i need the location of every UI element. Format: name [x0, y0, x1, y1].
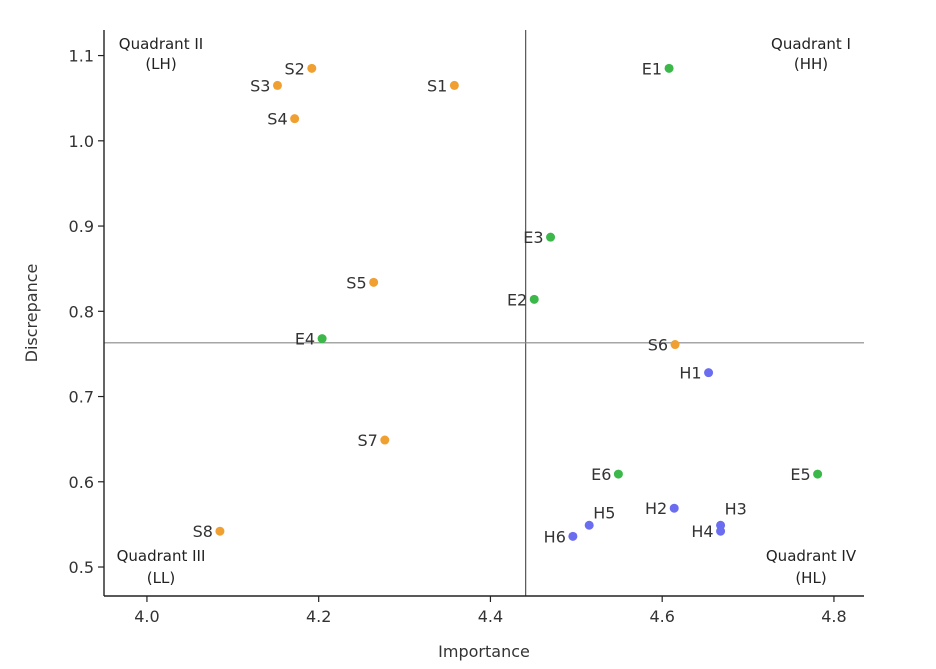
data-point-s7	[380, 435, 390, 445]
y-axis-title: Discrepance	[22, 264, 41, 363]
data-point-h5	[584, 520, 594, 530]
point-label-s1: S1	[427, 76, 447, 95]
axes	[103, 30, 864, 597]
quadrant-label-code: (HH)	[794, 55, 828, 73]
point-label-s8: S8	[193, 522, 213, 541]
data-point-s5	[369, 277, 379, 287]
data-point-s4	[290, 114, 300, 124]
data-point-s8	[215, 526, 225, 536]
data-points	[215, 63, 823, 541]
data-point-e1	[664, 63, 674, 73]
y-tick-label: 1.0	[69, 132, 94, 151]
quadrant-label-name: Quadrant I	[771, 35, 851, 53]
point-label-s3: S3	[250, 76, 270, 95]
quadrant-label-code: (LH)	[145, 55, 176, 73]
y-tick-label: 0.9	[69, 217, 94, 236]
point-label-e6: E6	[591, 465, 611, 484]
point-label-h2: H2	[645, 499, 667, 518]
y-ticks: 0.5 0.6 0.7 0.8 0.9 1.0 1.1	[69, 47, 104, 577]
data-point-e6	[613, 469, 623, 479]
point-label-h3: H3	[725, 499, 747, 518]
data-point-e3	[546, 232, 556, 242]
point-labels: S1 S2 S3 S4 S5 S6 S7 S8 E1 E2 E3 E4 E5 E6 H1 H2 H3 H4 H5 H6	[193, 59, 811, 546]
point-label-h6: H6	[544, 527, 566, 546]
point-label-h1: H1	[679, 364, 701, 383]
x-tick-label: 4.0	[134, 607, 159, 626]
point-label-e4: E4	[295, 330, 315, 349]
data-point-e2	[529, 294, 539, 304]
x-tick-label: 4.6	[649, 607, 674, 626]
point-label-e5: E5	[790, 465, 810, 484]
point-label-e1: E1	[642, 59, 662, 78]
x-ticks: 4.0 4.2 4.4 4.6 4.8	[134, 596, 847, 626]
quadrant-label-name: Quadrant II	[119, 35, 203, 53]
quadrant-label-name: Quadrant III	[117, 547, 206, 565]
x-tick-label: 4.4	[478, 607, 503, 626]
x-tick-label: 4.2	[306, 607, 331, 626]
data-point-h4	[716, 526, 726, 536]
data-point-s3	[272, 80, 282, 90]
point-label-s5: S5	[346, 273, 366, 292]
x-tick-label: 4.8	[821, 607, 846, 626]
point-label-s4: S4	[267, 110, 287, 129]
data-point-e5	[813, 469, 823, 479]
data-point-e4	[317, 334, 327, 344]
quadrant-label-code: (LL)	[147, 569, 175, 587]
point-label-e2: E2	[507, 290, 527, 309]
reference-lines	[104, 30, 864, 596]
quadrant-label-name: Quadrant IV	[766, 547, 857, 565]
data-point-h1	[704, 368, 714, 378]
point-label-s6: S6	[648, 336, 668, 355]
y-tick-label: 0.7	[69, 388, 94, 407]
data-point-h6	[568, 531, 578, 541]
point-label-h5: H5	[593, 503, 615, 522]
quadrant-labels: Quadrant I (HH) Quadrant II (LH) Quadrant II…	[117, 35, 857, 587]
y-tick-label: 0.8	[69, 302, 94, 321]
x-axis-title: Importance	[438, 642, 530, 661]
y-tick-label: 1.1	[69, 47, 94, 66]
data-point-s2	[307, 63, 317, 73]
point-label-h4: H4	[691, 522, 713, 541]
point-label-s2: S2	[284, 59, 304, 78]
data-point-s6	[670, 340, 680, 350]
point-label-e3: E3	[523, 228, 543, 247]
y-tick-label: 0.6	[69, 473, 94, 492]
quadrant-label-code: (HL)	[795, 569, 826, 587]
data-point-s1	[449, 80, 459, 90]
y-tick-label: 0.5	[69, 558, 94, 577]
data-point-h2	[669, 503, 679, 513]
point-label-s7: S7	[357, 431, 377, 450]
